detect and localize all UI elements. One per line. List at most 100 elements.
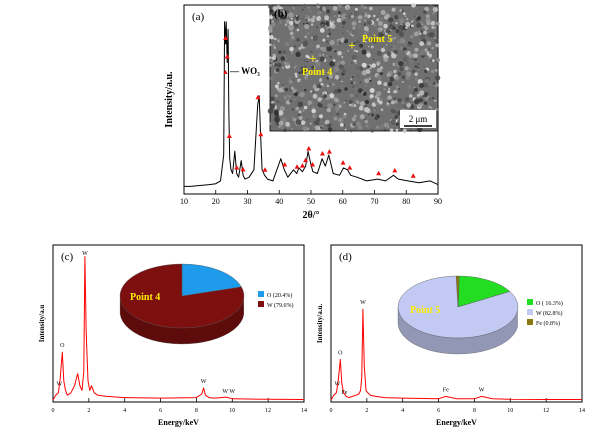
sem-grain bbox=[348, 20, 350, 22]
sem-grain bbox=[326, 9, 331, 14]
sem-grain bbox=[391, 53, 397, 59]
sem-grain bbox=[371, 113, 374, 117]
sem-grain bbox=[363, 32, 367, 36]
sem-grain bbox=[285, 121, 290, 127]
sem-grain bbox=[402, 81, 404, 83]
sem-grain bbox=[433, 25, 437, 30]
sem-grain bbox=[355, 50, 359, 53]
sem-grain bbox=[334, 50, 337, 53]
sem-grain bbox=[295, 51, 301, 58]
sem-grain bbox=[330, 113, 332, 116]
sem-grain bbox=[375, 8, 378, 10]
sem-grain bbox=[430, 59, 433, 62]
sem-grain bbox=[349, 33, 352, 36]
sem-grain bbox=[359, 43, 364, 48]
sem-grain bbox=[369, 88, 375, 93]
sem-grain bbox=[343, 112, 347, 116]
sem-grain bbox=[363, 19, 367, 23]
sem-grain bbox=[394, 100, 398, 104]
sem-grain bbox=[368, 20, 372, 25]
sem-grain bbox=[314, 125, 320, 131]
sem-grain bbox=[272, 22, 276, 26]
sem-grain bbox=[312, 36, 315, 38]
sem-grain bbox=[275, 68, 280, 72]
sem-grain bbox=[277, 81, 280, 85]
sem-grain bbox=[426, 41, 432, 46]
x-tick-label: 12 bbox=[265, 408, 271, 414]
sem-grain bbox=[405, 62, 407, 64]
sem-grain bbox=[388, 12, 391, 14]
sem-grain bbox=[391, 46, 393, 48]
sem-grain bbox=[405, 97, 410, 102]
sem-grain bbox=[402, 128, 407, 134]
sem-grain bbox=[281, 66, 284, 69]
sem-grain bbox=[431, 69, 435, 74]
sem-grain bbox=[308, 44, 310, 46]
sem-grain bbox=[432, 59, 435, 63]
sem-grain bbox=[293, 98, 296, 101]
sem-grain bbox=[417, 126, 423, 133]
sem-grain bbox=[295, 14, 298, 17]
sem-grain bbox=[269, 96, 275, 102]
sem-grain bbox=[343, 102, 345, 104]
sem-grain bbox=[347, 34, 353, 40]
sem-grain bbox=[299, 91, 305, 98]
sem-grain bbox=[401, 29, 404, 31]
sem-grain bbox=[322, 54, 325, 56]
sem-grain bbox=[317, 6, 320, 9]
sem-grain bbox=[355, 58, 358, 61]
sem-grain bbox=[431, 26, 434, 29]
sem-grain bbox=[367, 18, 370, 22]
sem-grain bbox=[279, 14, 285, 20]
sem-grain bbox=[434, 99, 437, 102]
sem-grain bbox=[303, 59, 307, 63]
sem-grain bbox=[405, 61, 409, 65]
sem-grain bbox=[390, 100, 395, 105]
sem-grain bbox=[360, 35, 362, 38]
sem-grain bbox=[386, 51, 392, 56]
sem-grain bbox=[289, 20, 294, 26]
x-tick-label: 10 bbox=[229, 408, 235, 414]
sem-grain bbox=[339, 105, 342, 108]
sem-grain bbox=[376, 68, 382, 73]
sem-grain bbox=[430, 20, 436, 26]
sem-grain bbox=[363, 26, 369, 32]
sem-grain bbox=[346, 6, 350, 10]
peak-marker bbox=[310, 161, 316, 167]
sem-grain bbox=[344, 128, 347, 131]
sem-grain bbox=[409, 68, 411, 70]
sem-grain bbox=[387, 126, 390, 128]
sem-grain bbox=[336, 43, 339, 45]
sem-grain bbox=[424, 69, 428, 73]
sem-grain bbox=[436, 21, 440, 26]
sem-grain bbox=[328, 83, 331, 86]
peak-label: Fe bbox=[341, 390, 347, 396]
sem-grain bbox=[329, 55, 332, 58]
sem-grain bbox=[302, 22, 305, 25]
sem-grain bbox=[429, 31, 435, 38]
sem-grain bbox=[332, 5, 338, 11]
sem-grain bbox=[400, 9, 402, 12]
x-tick-label: 4 bbox=[123, 408, 126, 414]
sem-grain bbox=[355, 72, 361, 78]
sem-grain bbox=[284, 87, 288, 92]
sem-grain bbox=[376, 75, 382, 81]
sem-grain bbox=[323, 111, 325, 113]
sem-grain bbox=[276, 62, 282, 68]
sem-grain bbox=[322, 94, 328, 99]
sem-grain bbox=[324, 10, 326, 12]
sem-grain bbox=[367, 14, 371, 18]
sem-grain bbox=[269, 122, 272, 125]
sem-grain bbox=[368, 113, 370, 116]
sem-grain bbox=[327, 103, 333, 109]
sem-grain bbox=[390, 57, 396, 62]
sem-grain bbox=[378, 21, 383, 26]
sem-grain bbox=[437, 6, 439, 8]
y-axis-label: Intensity/a.u. bbox=[316, 304, 324, 344]
sem-grain bbox=[419, 41, 425, 46]
sem-grain bbox=[304, 35, 308, 39]
x-tick-label: 2 bbox=[365, 408, 368, 414]
sem-grain bbox=[310, 23, 314, 26]
sem-grain bbox=[271, 100, 275, 104]
sem-grain bbox=[394, 62, 399, 67]
